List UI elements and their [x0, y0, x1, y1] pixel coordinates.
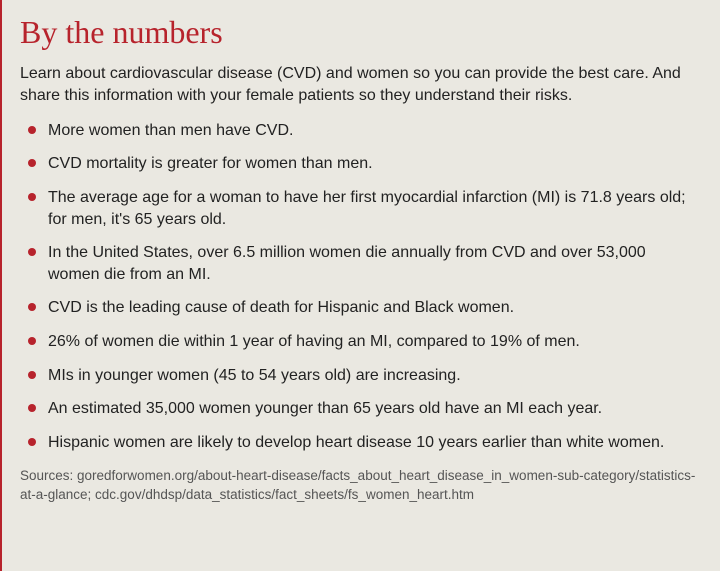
list-item: In the United States, over 6.5 million w… — [26, 242, 696, 285]
list-item: More women than men have CVD. — [26, 120, 696, 142]
list-item: CVD mortality is greater for women than … — [26, 153, 696, 175]
bullet-list: More women than men have CVD. CVD mortal… — [26, 120, 696, 454]
list-item: MIs in younger women (45 to 54 years old… — [26, 365, 696, 387]
list-item: Hispanic women are likely to develop hea… — [26, 432, 696, 454]
list-item: 26% of women die within 1 year of having… — [26, 331, 696, 353]
sources-line: Sources: goredforwomen.org/about-heart-d… — [20, 467, 696, 503]
info-panel: By the numbers Learn about cardiovascula… — [0, 0, 720, 571]
list-item: An estimated 35,000 women younger than 6… — [26, 398, 696, 420]
panel-title: By the numbers — [20, 14, 696, 51]
intro-paragraph: Learn about cardiovascular disease (CVD)… — [20, 63, 696, 108]
list-item: CVD is the leading cause of death for Hi… — [26, 297, 696, 319]
list-item: The average age for a woman to have her … — [26, 187, 696, 230]
